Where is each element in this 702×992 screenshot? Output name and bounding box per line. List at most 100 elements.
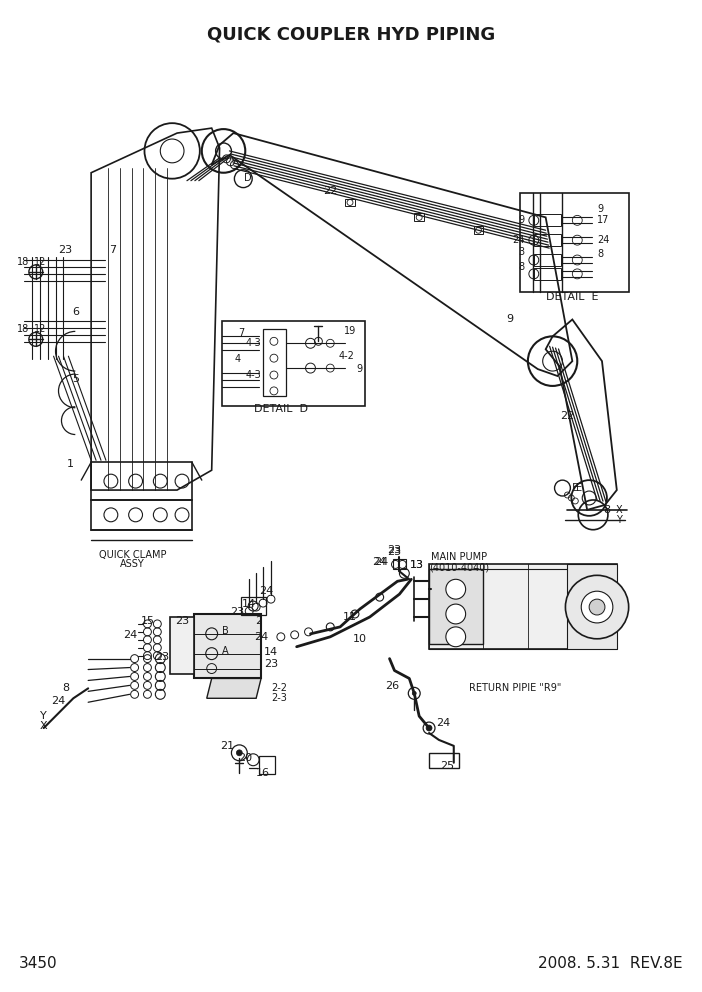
Text: 14: 14 xyxy=(264,647,278,657)
Text: DETAIL  E: DETAIL E xyxy=(546,292,599,302)
Text: 24: 24 xyxy=(597,235,609,245)
Text: 22: 22 xyxy=(323,186,338,195)
Text: 7: 7 xyxy=(110,245,117,255)
Text: B: B xyxy=(222,626,229,636)
Bar xyxy=(534,234,562,246)
Text: Y: Y xyxy=(616,515,622,525)
Circle shape xyxy=(426,725,432,731)
Bar xyxy=(429,574,444,604)
Bar xyxy=(429,569,484,644)
Circle shape xyxy=(581,591,613,623)
Text: 23: 23 xyxy=(388,545,402,555)
Circle shape xyxy=(446,604,465,624)
Text: 24: 24 xyxy=(374,558,389,567)
Text: 24: 24 xyxy=(436,718,450,728)
Text: 8: 8 xyxy=(62,683,69,693)
Text: 23: 23 xyxy=(155,652,169,662)
Text: 23: 23 xyxy=(175,616,189,626)
Bar xyxy=(534,268,562,280)
Text: 7: 7 xyxy=(238,328,244,338)
Text: 4: 4 xyxy=(234,354,240,364)
Text: 14: 14 xyxy=(242,599,256,609)
Bar xyxy=(534,214,562,226)
Text: 8: 8 xyxy=(597,249,603,259)
Polygon shape xyxy=(194,614,261,679)
Circle shape xyxy=(446,579,465,599)
Text: Y: Y xyxy=(40,711,47,721)
Text: 17: 17 xyxy=(597,215,609,225)
Text: QUICK COUPLER HYD PIPING: QUICK COUPLER HYD PIPING xyxy=(207,26,495,44)
Text: 3: 3 xyxy=(519,247,525,257)
Text: 23: 23 xyxy=(264,659,278,669)
Text: 26: 26 xyxy=(385,682,399,691)
Text: 13: 13 xyxy=(410,560,424,570)
Text: 12: 12 xyxy=(34,324,46,334)
Text: E: E xyxy=(576,483,583,493)
Text: 4-3: 4-3 xyxy=(245,370,261,380)
Text: 2-2: 2-2 xyxy=(271,683,287,693)
Text: 4-2: 4-2 xyxy=(338,351,354,361)
Bar xyxy=(520,192,629,292)
Text: 11: 11 xyxy=(343,612,357,622)
Text: D: D xyxy=(244,173,252,183)
Text: 23: 23 xyxy=(58,245,72,255)
Text: 20: 20 xyxy=(238,753,252,763)
Text: 24: 24 xyxy=(51,696,66,706)
Text: 4-3: 4-3 xyxy=(245,338,261,348)
Text: 24: 24 xyxy=(259,586,273,596)
Text: 3450: 3450 xyxy=(19,956,58,971)
Text: 12: 12 xyxy=(34,257,46,267)
Text: 6: 6 xyxy=(72,307,79,316)
Bar xyxy=(259,756,275,774)
Text: 24: 24 xyxy=(124,630,138,640)
Text: E: E xyxy=(572,483,579,493)
Bar xyxy=(474,226,484,234)
Text: 19: 19 xyxy=(344,326,356,336)
Bar xyxy=(429,574,458,634)
Text: 24: 24 xyxy=(512,235,525,245)
Text: 8: 8 xyxy=(603,505,611,515)
Text: QUICK CLAMP: QUICK CLAMP xyxy=(99,550,166,559)
Text: X: X xyxy=(616,505,622,515)
Text: X: X xyxy=(40,721,48,731)
Text: 9: 9 xyxy=(597,204,603,214)
Text: 2008. 5.31  REV.8E: 2008. 5.31 REV.8E xyxy=(538,956,683,971)
Text: 15: 15 xyxy=(140,616,154,626)
Text: 24: 24 xyxy=(373,558,387,567)
Text: 9: 9 xyxy=(357,364,363,374)
Text: 2: 2 xyxy=(256,616,263,626)
Text: 8: 8 xyxy=(519,262,525,272)
Bar xyxy=(414,213,424,221)
Polygon shape xyxy=(429,564,617,649)
Text: 10: 10 xyxy=(353,634,367,644)
Bar xyxy=(429,604,444,634)
Text: 2-3: 2-3 xyxy=(271,693,287,703)
Polygon shape xyxy=(206,679,261,698)
Text: 21: 21 xyxy=(220,741,234,751)
Circle shape xyxy=(237,750,242,756)
Bar xyxy=(392,559,406,569)
Text: 23: 23 xyxy=(388,547,402,557)
Text: 9: 9 xyxy=(519,215,525,225)
Text: ASSY: ASSY xyxy=(120,559,145,569)
Polygon shape xyxy=(567,564,617,649)
Text: 9: 9 xyxy=(507,314,514,324)
Circle shape xyxy=(565,575,629,639)
Text: MAIN PUMP: MAIN PUMP xyxy=(430,553,486,562)
Text: 18: 18 xyxy=(17,324,29,334)
Text: DETAIL  D: DETAIL D xyxy=(254,404,308,414)
Text: A: A xyxy=(223,646,229,656)
Circle shape xyxy=(589,599,605,615)
Text: (4010-4040): (4010-4040) xyxy=(429,562,489,572)
Text: 16: 16 xyxy=(256,768,270,778)
Bar xyxy=(222,321,365,406)
Bar xyxy=(170,617,194,675)
Text: 25: 25 xyxy=(439,761,454,771)
Bar xyxy=(534,254,562,266)
Text: 24: 24 xyxy=(254,632,268,642)
Text: 18: 18 xyxy=(17,257,29,267)
Text: 5: 5 xyxy=(72,374,79,384)
Text: 22: 22 xyxy=(560,411,574,421)
Text: 13: 13 xyxy=(410,560,424,570)
Text: 23: 23 xyxy=(230,607,244,617)
